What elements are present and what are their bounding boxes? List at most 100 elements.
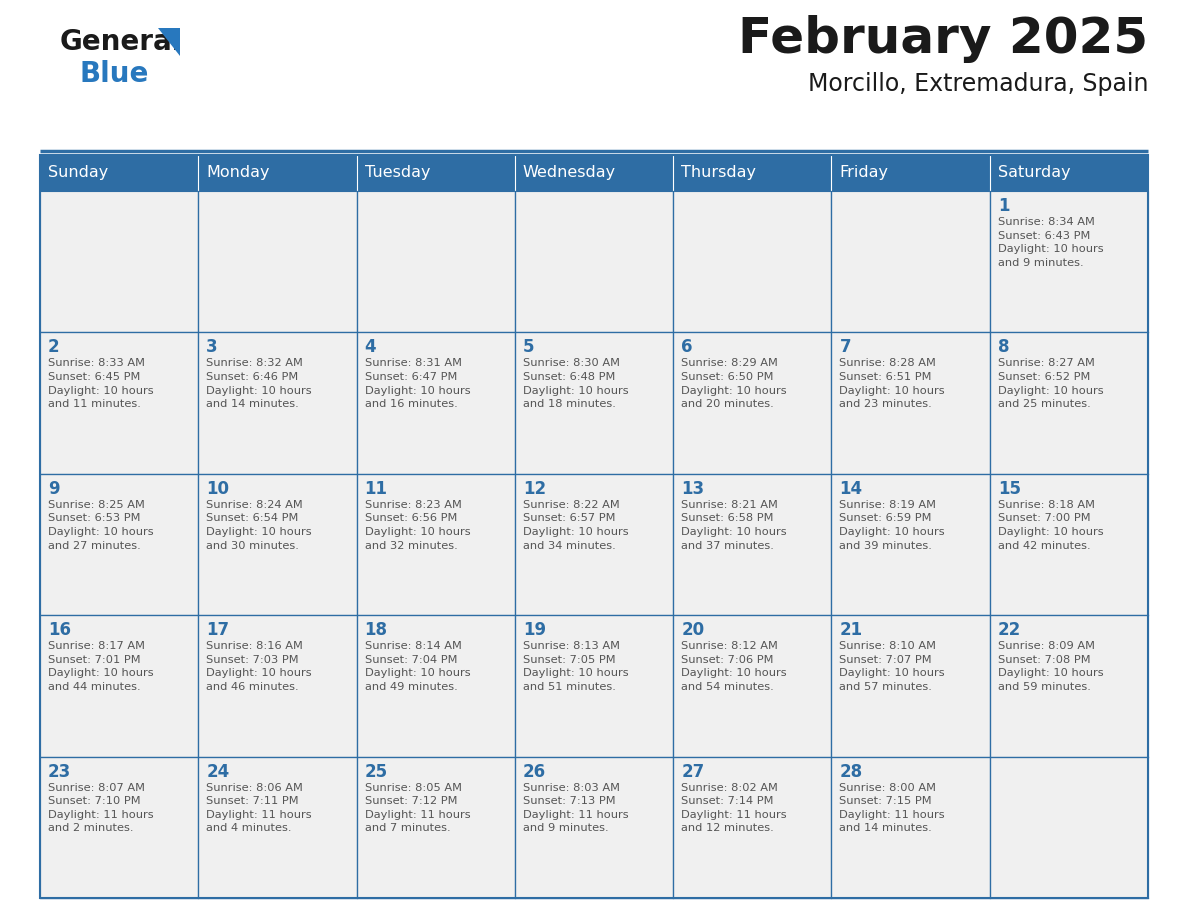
Text: 14: 14: [840, 480, 862, 498]
Bar: [514, 615, 674, 756]
Bar: [674, 474, 832, 615]
Bar: [674, 332, 832, 474]
Text: Sunrise: 8:02 AM
Sunset: 7:14 PM
Daylight: 11 hours
and 12 minutes.: Sunrise: 8:02 AM Sunset: 7:14 PM Dayligh…: [681, 783, 786, 834]
Text: 24: 24: [207, 763, 229, 780]
Text: Sunrise: 8:22 AM
Sunset: 6:57 PM
Daylight: 10 hours
and 34 minutes.: Sunrise: 8:22 AM Sunset: 6:57 PM Dayligh…: [523, 499, 628, 551]
Text: Sunrise: 8:29 AM
Sunset: 6:50 PM
Daylight: 10 hours
and 20 minutes.: Sunrise: 8:29 AM Sunset: 6:50 PM Dayligh…: [681, 358, 786, 409]
Text: 5: 5: [523, 339, 535, 356]
Bar: [40, 332, 198, 474]
Text: Monday: Monday: [207, 165, 270, 181]
Text: Sunrise: 8:00 AM
Sunset: 7:15 PM
Daylight: 11 hours
and 14 minutes.: Sunrise: 8:00 AM Sunset: 7:15 PM Dayligh…: [840, 783, 944, 834]
Bar: [356, 191, 514, 332]
Bar: [832, 191, 990, 332]
Bar: [356, 474, 514, 615]
Text: Blue: Blue: [80, 60, 150, 88]
Text: Sunrise: 8:17 AM
Sunset: 7:01 PM
Daylight: 10 hours
and 44 minutes.: Sunrise: 8:17 AM Sunset: 7:01 PM Dayligh…: [48, 641, 153, 692]
Bar: [832, 474, 990, 615]
Text: Sunrise: 8:34 AM
Sunset: 6:43 PM
Daylight: 10 hours
and 9 minutes.: Sunrise: 8:34 AM Sunset: 6:43 PM Dayligh…: [998, 217, 1104, 268]
Bar: [356, 615, 514, 756]
Bar: [674, 756, 832, 898]
Text: 25: 25: [365, 763, 387, 780]
Text: 8: 8: [998, 339, 1010, 356]
Text: Sunrise: 8:12 AM
Sunset: 7:06 PM
Daylight: 10 hours
and 54 minutes.: Sunrise: 8:12 AM Sunset: 7:06 PM Dayligh…: [681, 641, 786, 692]
Text: Sunrise: 8:13 AM
Sunset: 7:05 PM
Daylight: 10 hours
and 51 minutes.: Sunrise: 8:13 AM Sunset: 7:05 PM Dayligh…: [523, 641, 628, 692]
Text: Saturday: Saturday: [998, 165, 1070, 181]
Text: 19: 19: [523, 621, 546, 639]
Bar: [356, 332, 514, 474]
Text: 17: 17: [207, 621, 229, 639]
Text: 15: 15: [998, 480, 1020, 498]
Text: 12: 12: [523, 480, 546, 498]
Bar: [990, 756, 1148, 898]
Bar: [514, 474, 674, 615]
Bar: [198, 155, 356, 191]
Text: Sunrise: 8:06 AM
Sunset: 7:11 PM
Daylight: 11 hours
and 4 minutes.: Sunrise: 8:06 AM Sunset: 7:11 PM Dayligh…: [207, 783, 312, 834]
Text: 3: 3: [207, 339, 217, 356]
Bar: [514, 191, 674, 332]
Text: Sunrise: 8:19 AM
Sunset: 6:59 PM
Daylight: 10 hours
and 39 minutes.: Sunrise: 8:19 AM Sunset: 6:59 PM Dayligh…: [840, 499, 944, 551]
Bar: [832, 155, 990, 191]
Bar: [514, 332, 674, 474]
Text: Tuesday: Tuesday: [365, 165, 430, 181]
Bar: [40, 474, 198, 615]
Text: 1: 1: [998, 197, 1010, 215]
Bar: [198, 756, 356, 898]
Bar: [198, 615, 356, 756]
Text: 26: 26: [523, 763, 546, 780]
Bar: [674, 615, 832, 756]
Bar: [198, 191, 356, 332]
Bar: [40, 155, 1148, 898]
Text: Sunrise: 8:14 AM
Sunset: 7:04 PM
Daylight: 10 hours
and 49 minutes.: Sunrise: 8:14 AM Sunset: 7:04 PM Dayligh…: [365, 641, 470, 692]
Text: General: General: [61, 28, 183, 56]
Bar: [40, 191, 198, 332]
Text: Sunrise: 8:32 AM
Sunset: 6:46 PM
Daylight: 10 hours
and 14 minutes.: Sunrise: 8:32 AM Sunset: 6:46 PM Dayligh…: [207, 358, 312, 409]
Text: 18: 18: [365, 621, 387, 639]
Text: 23: 23: [48, 763, 71, 780]
Text: Sunrise: 8:31 AM
Sunset: 6:47 PM
Daylight: 10 hours
and 16 minutes.: Sunrise: 8:31 AM Sunset: 6:47 PM Dayligh…: [365, 358, 470, 409]
Text: 11: 11: [365, 480, 387, 498]
Text: Sunrise: 8:24 AM
Sunset: 6:54 PM
Daylight: 10 hours
and 30 minutes.: Sunrise: 8:24 AM Sunset: 6:54 PM Dayligh…: [207, 499, 312, 551]
Text: 20: 20: [681, 621, 704, 639]
Text: Sunrise: 8:18 AM
Sunset: 7:00 PM
Daylight: 10 hours
and 42 minutes.: Sunrise: 8:18 AM Sunset: 7:00 PM Dayligh…: [998, 499, 1104, 551]
Text: Sunday: Sunday: [48, 165, 108, 181]
Text: Sunrise: 8:23 AM
Sunset: 6:56 PM
Daylight: 10 hours
and 32 minutes.: Sunrise: 8:23 AM Sunset: 6:56 PM Dayligh…: [365, 499, 470, 551]
Text: Sunrise: 8:10 AM
Sunset: 7:07 PM
Daylight: 10 hours
and 57 minutes.: Sunrise: 8:10 AM Sunset: 7:07 PM Dayligh…: [840, 641, 944, 692]
Bar: [990, 474, 1148, 615]
Text: 9: 9: [48, 480, 59, 498]
Text: Sunrise: 8:33 AM
Sunset: 6:45 PM
Daylight: 10 hours
and 11 minutes.: Sunrise: 8:33 AM Sunset: 6:45 PM Dayligh…: [48, 358, 153, 409]
Bar: [40, 615, 198, 756]
Bar: [40, 756, 198, 898]
Text: 6: 6: [681, 339, 693, 356]
Bar: [514, 155, 674, 191]
Text: Sunrise: 8:30 AM
Sunset: 6:48 PM
Daylight: 10 hours
and 18 minutes.: Sunrise: 8:30 AM Sunset: 6:48 PM Dayligh…: [523, 358, 628, 409]
Text: 10: 10: [207, 480, 229, 498]
Bar: [832, 332, 990, 474]
Text: Sunrise: 8:25 AM
Sunset: 6:53 PM
Daylight: 10 hours
and 27 minutes.: Sunrise: 8:25 AM Sunset: 6:53 PM Dayligh…: [48, 499, 153, 551]
Bar: [198, 332, 356, 474]
Bar: [990, 615, 1148, 756]
Text: Sunrise: 8:07 AM
Sunset: 7:10 PM
Daylight: 11 hours
and 2 minutes.: Sunrise: 8:07 AM Sunset: 7:10 PM Dayligh…: [48, 783, 153, 834]
Bar: [40, 155, 198, 191]
Text: Friday: Friday: [840, 165, 889, 181]
Bar: [832, 756, 990, 898]
Text: 21: 21: [840, 621, 862, 639]
Text: 16: 16: [48, 621, 71, 639]
Bar: [990, 332, 1148, 474]
Bar: [356, 155, 514, 191]
Bar: [832, 615, 990, 756]
Text: Wednesday: Wednesday: [523, 165, 617, 181]
Text: 7: 7: [840, 339, 851, 356]
Text: 13: 13: [681, 480, 704, 498]
Text: February 2025: February 2025: [738, 15, 1148, 63]
Text: Sunrise: 8:16 AM
Sunset: 7:03 PM
Daylight: 10 hours
and 46 minutes.: Sunrise: 8:16 AM Sunset: 7:03 PM Dayligh…: [207, 641, 312, 692]
Text: Sunrise: 8:09 AM
Sunset: 7:08 PM
Daylight: 10 hours
and 59 minutes.: Sunrise: 8:09 AM Sunset: 7:08 PM Dayligh…: [998, 641, 1104, 692]
Text: Sunrise: 8:27 AM
Sunset: 6:52 PM
Daylight: 10 hours
and 25 minutes.: Sunrise: 8:27 AM Sunset: 6:52 PM Dayligh…: [998, 358, 1104, 409]
Bar: [674, 191, 832, 332]
Polygon shape: [158, 28, 181, 56]
Text: Sunrise: 8:05 AM
Sunset: 7:12 PM
Daylight: 11 hours
and 7 minutes.: Sunrise: 8:05 AM Sunset: 7:12 PM Dayligh…: [365, 783, 470, 834]
Text: Sunrise: 8:03 AM
Sunset: 7:13 PM
Daylight: 11 hours
and 9 minutes.: Sunrise: 8:03 AM Sunset: 7:13 PM Dayligh…: [523, 783, 628, 834]
Bar: [356, 756, 514, 898]
Bar: [674, 155, 832, 191]
Text: 2: 2: [48, 339, 59, 356]
Text: 22: 22: [998, 621, 1020, 639]
